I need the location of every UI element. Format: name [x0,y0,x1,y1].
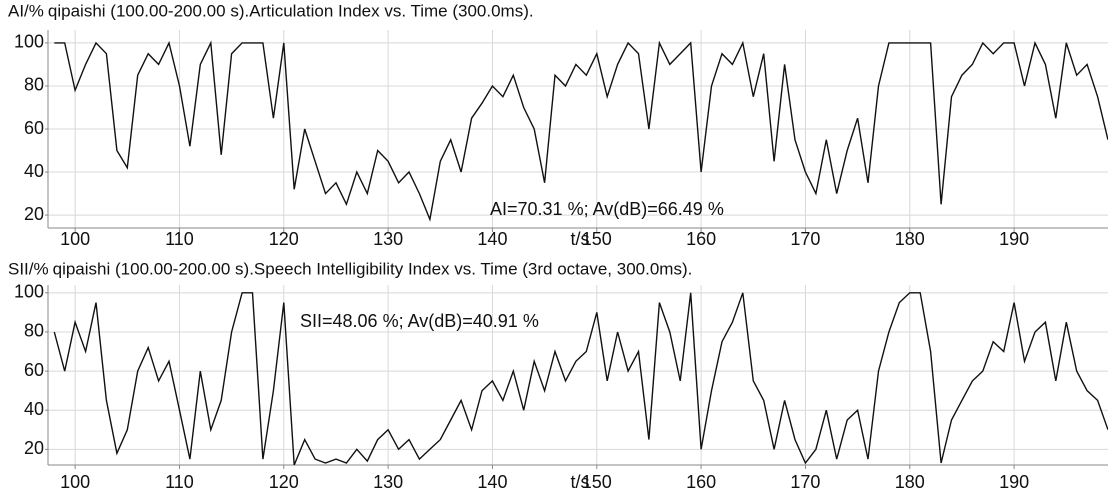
y-tick-label: 80 [24,321,44,341]
x-tick-label: 160 [686,472,716,492]
x-tick-label: 170 [790,229,820,249]
x-tick-label: 120 [269,229,299,249]
x-tick-label: 140 [477,472,507,492]
x-tick-label: 140 [477,229,507,249]
x-tick-label: 110 [165,229,194,249]
y-axis-label: SII/% [8,259,49,278]
x-tick-label: 180 [895,229,925,249]
chart-title: qipaishi (100.00-200.00 s).Articulation … [48,1,534,20]
x-tick-label: 100 [60,472,90,492]
x-tick-label: 100 [60,229,90,249]
x-tick-label: 110 [165,472,194,492]
x-tick-label: 190 [999,229,1029,249]
x-axis-label: t/s [570,229,589,249]
y-tick-label: 60 [24,360,44,380]
y-tick-label: 100 [14,282,44,302]
y-axis-label: AI/% [8,1,44,20]
annotation: AI=70.31 %; Av(dB)=66.49 % [490,199,724,219]
data-line [54,40,1108,222]
y-tick-label: 40 [24,161,44,181]
x-tick-label: 180 [895,472,925,492]
annotation: SII=48.06 %; Av(dB)=40.91 % [300,311,539,331]
y-tick-label: 40 [24,399,44,419]
data-line [53,292,1108,466]
x-tick-label: 150 [582,472,612,492]
x-tick-label: 120 [269,472,299,492]
y-tick-label: 60 [24,118,44,138]
x-tick-label: 130 [373,472,403,492]
x-axis-label: t/s [570,472,589,492]
x-tick-label: 130 [373,229,403,249]
y-tick-label: 20 [24,438,44,458]
x-tick-label: 190 [999,472,1029,492]
x-tick-label: 150 [582,229,612,249]
x-tick-label: 160 [686,229,716,249]
y-tick-label: 100 [14,32,44,52]
chart-title: qipaishi (100.00-200.00 s).Speech Intell… [53,259,693,278]
y-tick-label: 80 [24,75,44,95]
y-tick-label: 20 [24,204,44,224]
x-tick-label: 170 [790,472,820,492]
